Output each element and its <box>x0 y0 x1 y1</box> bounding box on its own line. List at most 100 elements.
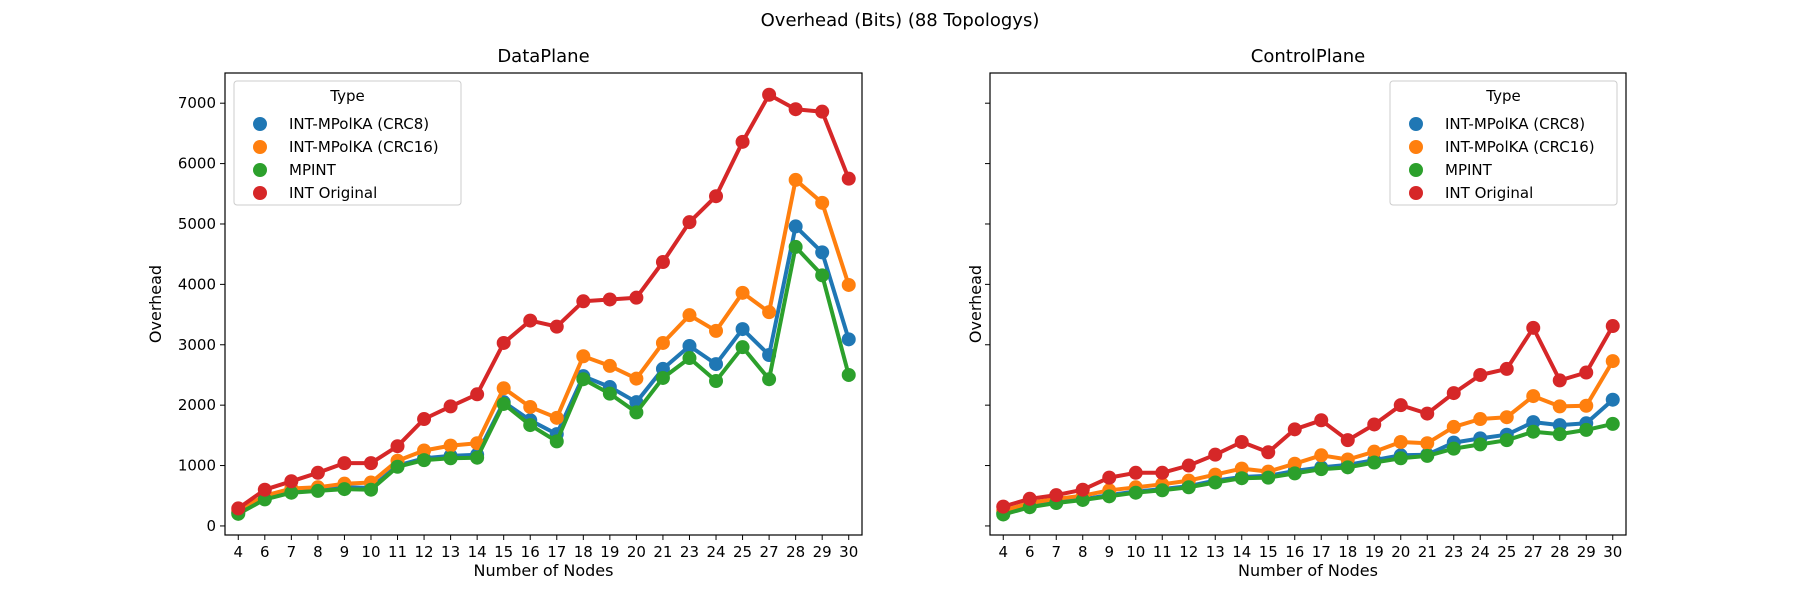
controlplane-point-int-mpolka-crc16--20 <box>1393 434 1408 449</box>
controlplane-point-mpint-17 <box>1314 462 1329 477</box>
controlplane-point-int-mpolka-crc16--30 <box>1605 354 1620 369</box>
dataplane-point-mpint-17 <box>549 434 564 449</box>
dataplane-legend-marker-int-mpolka-crc8- <box>253 117 267 131</box>
dataplane-ytick-label: 7000 <box>178 94 216 112</box>
controlplane-point-int-original-13 <box>1208 447 1223 462</box>
dataplane-xtick-label: 9 <box>340 543 350 561</box>
dataplane-ytick-label: 6000 <box>178 155 216 173</box>
dataplane-point-int-original-11 <box>390 439 405 454</box>
controlplane-point-mpint-29 <box>1579 422 1594 437</box>
controlplane-point-int-original-28 <box>1552 373 1567 388</box>
dataplane-ylabel: Overhead <box>146 265 165 343</box>
controlplane-xtick-label: 29 <box>1577 543 1596 561</box>
dataplane-xtick-label: 15 <box>494 543 513 561</box>
controlplane-xtick-label: 10 <box>1126 543 1145 561</box>
dataplane-point-mpint-13 <box>443 451 458 466</box>
dataplane-point-mpint-25 <box>735 340 750 355</box>
controlplane-point-mpint-28 <box>1552 427 1567 442</box>
dataplane-xtick-label: 10 <box>361 543 380 561</box>
dataplane-point-int-mpolka-crc16--18 <box>576 349 591 364</box>
dataplane-point-int-mpolka-crc16--13 <box>443 438 458 453</box>
controlplane-point-int-original-21 <box>1420 406 1435 421</box>
dataplane-legend-marker-int-mpolka-crc16- <box>253 140 267 154</box>
dataplane-point-mpint-9 <box>337 482 352 497</box>
controlplane-point-mpint-23 <box>1446 441 1461 456</box>
dataplane-point-int-original-16 <box>523 313 538 328</box>
controlplane-legend-label-mpint: MPINT <box>1445 161 1493 179</box>
dataplane-point-int-original-13 <box>443 399 458 414</box>
controlplane-xtick-label: 24 <box>1471 543 1490 561</box>
controlplane-point-int-original-4 <box>996 499 1011 514</box>
controlplane-point-int-original-23 <box>1446 386 1461 401</box>
dataplane-point-int-original-28 <box>788 102 803 117</box>
dataplane-xtick-label: 24 <box>706 543 725 561</box>
dataplane-legend-marker-mpint <box>253 163 267 177</box>
controlplane-point-mpint-12 <box>1181 480 1196 495</box>
dataplane-point-int-mpolka-crc16--23 <box>682 308 697 323</box>
controlplane-point-mpint-18 <box>1340 460 1355 475</box>
dataplane-legend-label-int-mpolka-crc8-: INT-MPolKA (CRC8) <box>289 115 429 133</box>
dataplane-point-int-original-30 <box>841 171 856 186</box>
dataplane-ytick-label: 3000 <box>178 336 216 354</box>
controlplane-line-int-mpolka-crc8- <box>1002 398 1615 516</box>
controlplane-xtick-label: 6 <box>1025 543 1035 561</box>
controlplane-point-mpint-30 <box>1605 416 1620 431</box>
dataplane-point-mpint-23 <box>682 351 697 366</box>
controlplane-legend-marker-int-mpolka-crc8- <box>1409 117 1423 131</box>
controlplane-xtick-label: 12 <box>1179 543 1198 561</box>
controlplane-legend-label-int-mpolka-crc8-: INT-MPolKA (CRC8) <box>1445 115 1585 133</box>
dataplane-point-int-original-8 <box>310 465 325 480</box>
controlplane-xtick-label: 23 <box>1444 543 1463 561</box>
dataplane-xtick-label: 16 <box>521 543 540 561</box>
dataplane-point-int-original-14 <box>470 387 485 402</box>
controlplane-point-int-mpolka-crc16--17 <box>1314 448 1329 463</box>
dataplane-point-int-mpolka-crc8--24 <box>709 357 724 372</box>
dataplane-point-int-original-10 <box>363 456 378 471</box>
controlplane-point-int-original-6 <box>1022 491 1037 506</box>
dataplane-point-mpint-6 <box>257 492 272 507</box>
controlplane-point-int-original-14 <box>1234 434 1249 449</box>
dataplane-point-int-original-7 <box>284 474 299 489</box>
controlplane-point-int-mpolka-crc16--27 <box>1526 389 1541 404</box>
dataplane-legend-box <box>233 80 462 206</box>
controlplane-point-int-original-15 <box>1261 445 1276 460</box>
dataplane-xtick-label: 25 <box>733 543 752 561</box>
controlplane-xtick-label: 11 <box>1153 543 1172 561</box>
controlplane-point-int-original-25 <box>1499 361 1514 376</box>
dataplane-point-int-mpolka-crc16--17 <box>549 410 564 425</box>
dataplane-point-int-original-15 <box>496 335 511 350</box>
dataplane-xtick-label: 29 <box>813 543 832 561</box>
dataplane-point-int-original-21 <box>655 255 670 270</box>
dataplane-point-int-mpolka-crc8--30 <box>841 332 856 347</box>
dataplane-xtick-label: 19 <box>600 543 619 561</box>
controlplane-xtick-label: 13 <box>1206 543 1225 561</box>
dataplane-xtick-label: 6 <box>260 543 270 561</box>
controlplane-point-mpint-19 <box>1367 455 1382 470</box>
controlplane-point-int-mpolka-crc8--27 <box>1526 415 1541 430</box>
controlplane-point-mpint-8 <box>1075 492 1090 507</box>
dataplane-title: DataPlane <box>497 46 589 67</box>
dataplane-legend: Type INT-MPolKA (CRC8) INT-MPolKA (CRC16) M… <box>233 80 462 206</box>
controlplane-point-mpint-9 <box>1102 489 1117 504</box>
controlplane-point-mpint-10 <box>1128 485 1143 500</box>
dataplane-xtick-label: 17 <box>547 543 566 561</box>
dataplane-legend-label-mpint: MPINT <box>289 161 337 179</box>
controlplane-point-int-original-8 <box>1075 482 1090 497</box>
dataplane-xlabel: Number of Nodes <box>474 561 614 580</box>
dataplane-point-mpint-28 <box>788 239 803 254</box>
controlplane-xtick-label: 28 <box>1550 543 1569 561</box>
dataplane-point-int-mpolka-crc8--29 <box>815 245 830 260</box>
controlplane-point-mpint-25 <box>1499 433 1514 448</box>
controlplane-point-int-original-7 <box>1049 488 1064 503</box>
controlplane-point-int-mpolka-crc16--14 <box>1234 461 1249 476</box>
controlplane-point-int-mpolka-crc16--19 <box>1367 444 1382 459</box>
dataplane-point-int-original-17 <box>549 319 564 334</box>
dataplane-point-int-mpolka-crc16--19 <box>602 358 617 373</box>
dataplane-xtick-label: 4 <box>233 543 243 561</box>
dataplane-point-mpint-30 <box>841 367 856 382</box>
dataplane-legend-label-int-original: INT Original <box>289 184 377 202</box>
dataplane-point-mpint-18 <box>576 372 591 387</box>
controlplane-point-mpint-15 <box>1261 470 1276 485</box>
dataplane-point-mpint-10 <box>363 482 378 497</box>
controlplane-point-int-original-20 <box>1393 398 1408 413</box>
